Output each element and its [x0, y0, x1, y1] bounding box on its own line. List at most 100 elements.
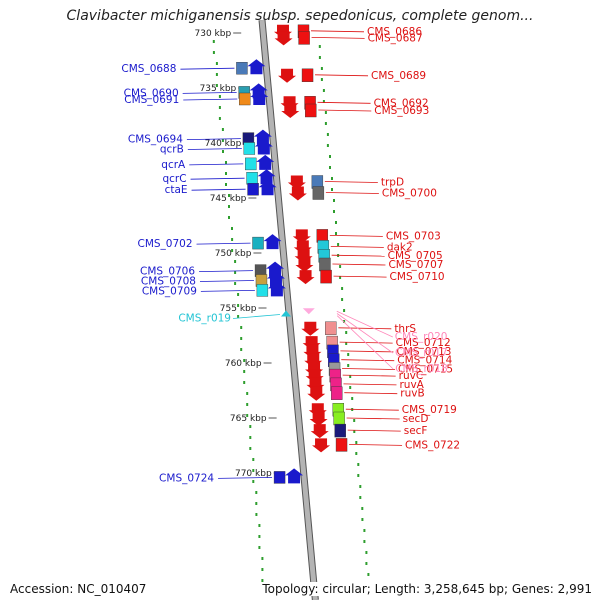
gene-label[interactable]: CMS_0693	[374, 105, 429, 117]
gene-block[interactable]	[305, 103, 317, 118]
gene-block[interactable]	[236, 62, 248, 75]
gene-label[interactable]: CMS_0706	[140, 266, 195, 278]
gene-label[interactable]: CMS_0700	[382, 188, 437, 200]
gene-label[interactable]: ruvC	[399, 370, 424, 382]
gene-label[interactable]: trpD	[381, 177, 404, 189]
rrna-arrow-icon[interactable]	[302, 308, 315, 315]
gene-label[interactable]: ruvA	[399, 379, 424, 391]
reverse-arrow-icon[interactable]	[295, 258, 314, 272]
gene-label[interactable]: ctaE	[165, 184, 188, 196]
gene-block[interactable]	[256, 284, 269, 297]
gene-label[interactable]: qcrB	[160, 144, 184, 156]
gene-label[interactable]: CMS_0715	[398, 364, 453, 376]
gene-block[interactable]	[331, 386, 343, 400]
forward-arrow-icon[interactable]	[250, 90, 269, 105]
gene-block[interactable]	[325, 321, 337, 335]
reverse-arrow-icon[interactable]	[287, 175, 306, 190]
label-leader-line	[333, 275, 387, 278]
rrna-label[interactable]: CMS_r018	[395, 363, 448, 375]
gene-label[interactable]: qcrA	[161, 159, 186, 171]
gene-label[interactable]: dak2	[387, 241, 413, 253]
gene-label[interactable]: CMS_0707	[388, 259, 443, 271]
rrna-label[interactable]: CMS_r020	[395, 331, 448, 343]
reverse-arrow-icon[interactable]	[307, 386, 326, 401]
reverse-arrow-icon[interactable]	[312, 438, 331, 453]
forward-arrow-icon[interactable]	[258, 180, 277, 196]
gene-label[interactable]: CMS_0692	[374, 97, 429, 109]
gene-block[interactable]	[246, 171, 258, 185]
gene-block[interactable]	[252, 236, 264, 250]
gene-block[interactable]	[312, 186, 325, 200]
gene-label[interactable]: CMS_0712	[396, 337, 451, 349]
gene-label[interactable]: CMS_0686	[367, 26, 422, 38]
gene-label[interactable]: CMS_0714	[397, 355, 452, 367]
gene-block[interactable]	[301, 68, 314, 83]
reverse-arrow-icon[interactable]	[281, 104, 300, 118]
gene-block[interactable]	[320, 269, 332, 284]
reverse-arrow-icon[interactable]	[296, 270, 315, 285]
gene-block[interactable]	[319, 257, 331, 272]
reverse-arrow-icon[interactable]	[274, 31, 293, 46]
trna-arrow-icon[interactable]	[281, 310, 292, 317]
gene-label[interactable]: CMS_0702	[137, 238, 192, 250]
forward-arrow-icon[interactable]	[253, 129, 272, 145]
reverse-arrow-icon[interactable]	[278, 68, 297, 83]
kbp-tick-label: 765 kbp	[230, 414, 267, 424]
gene-block[interactable]	[239, 92, 251, 106]
gene-block[interactable]	[335, 438, 348, 452]
gene-label[interactable]: CMS_0689	[371, 70, 426, 82]
gene-label[interactable]: thrS	[394, 323, 416, 335]
reverse-arrow-icon[interactable]	[301, 321, 320, 336]
gc-tick-left	[231, 249, 234, 252]
forward-arrow-icon[interactable]	[257, 169, 276, 185]
gene-label[interactable]: secF	[404, 425, 428, 437]
gene-block[interactable]	[245, 157, 257, 171]
genome-summary-text: Topology: circular; Length: 3,258,645 bp…	[258, 582, 592, 596]
gene-label[interactable]: CMS_0708	[141, 276, 196, 288]
forward-arrow-icon[interactable]	[263, 234, 282, 250]
gene-label[interactable]: CMS_0709	[142, 285, 197, 297]
gene-label[interactable]: CMS_0724	[159, 472, 214, 484]
label-leader-line	[317, 101, 371, 104]
gene-label[interactable]: CMS_0710	[390, 271, 445, 283]
gene-block[interactable]	[298, 31, 310, 45]
gene-label[interactable]: CMS_0691	[124, 94, 179, 106]
gene-label[interactable]: secD	[403, 413, 429, 425]
gc-tick-left	[252, 480, 255, 483]
rrna-genes: CMS_r020 CMS_r017 CMS_r018	[302, 308, 448, 375]
reverse-arrow-icon[interactable]	[309, 412, 328, 426]
forward-arrow-icon[interactable]	[247, 59, 266, 75]
gene-label[interactable]: ruvB	[400, 388, 424, 400]
gene-label[interactable]: CMS_0705	[388, 250, 443, 262]
gene-label[interactable]: CMS_0703	[386, 230, 441, 242]
forward-arrow-icon[interactable]	[256, 154, 275, 170]
forward-arrow-icon[interactable]	[267, 281, 286, 297]
reverse-arrow-icon[interactable]	[292, 229, 311, 244]
gene-label[interactable]: CMS_0722	[405, 439, 460, 451]
gene-label[interactable]: CMS_0719	[402, 404, 457, 416]
reverse-arrow-icon[interactable]	[288, 186, 307, 201]
gene-label[interactable]: CMS_0690	[124, 87, 179, 99]
gene-block[interactable]	[247, 182, 259, 196]
gc-tick-left	[218, 106, 221, 109]
forward-arrow-icon[interactable]	[254, 139, 273, 155]
gene-block[interactable]	[273, 471, 286, 484]
gene-block[interactable]	[243, 142, 256, 155]
gene-block[interactable]	[333, 411, 345, 426]
reverse-arrow-icon[interactable]	[310, 424, 329, 439]
gc-tick-left	[215, 62, 218, 65]
gene-block[interactable]	[334, 423, 346, 438]
forward-arrow-icon[interactable]	[266, 271, 285, 287]
gc-tick-left	[258, 546, 261, 549]
gene-label[interactable]: CMS_0688	[121, 63, 176, 75]
gene-label[interactable]: CMS_0713	[396, 346, 451, 358]
label-leader-line	[187, 148, 242, 150]
trna-label[interactable]: CMS_r019	[178, 313, 231, 325]
rrna-label[interactable]: CMS_r017	[395, 347, 448, 359]
label-leader-line	[343, 383, 397, 386]
gene-label[interactable]: CMS_0694	[128, 134, 183, 146]
forward-arrow-icon[interactable]	[266, 261, 285, 277]
gene-label[interactable]: qcrC	[162, 173, 186, 185]
forward-arrow-icon[interactable]	[285, 468, 304, 484]
gene-label[interactable]: CMS_0687	[368, 32, 423, 44]
